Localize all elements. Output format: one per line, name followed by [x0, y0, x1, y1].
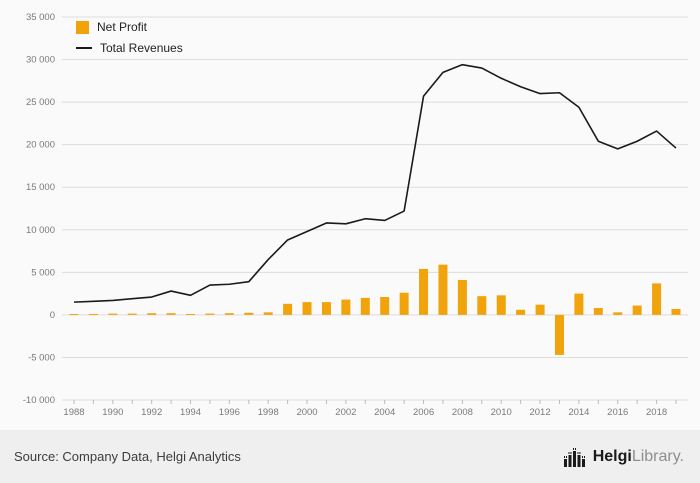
chart-area: 35 000 30 000 25 000 20 000 15 000 10 000 5 00… [22, 12, 688, 418]
x-tick-label: 2010 [491, 407, 512, 418]
net-profit-bar [554, 314, 564, 355]
net-profit-bar [224, 313, 234, 315]
x-tick-label: 2004 [374, 407, 395, 418]
x-tick-label: 2006 [413, 407, 434, 418]
net-profit-bar [283, 303, 293, 315]
net-profit-bar [671, 308, 681, 315]
net-profit-bar [457, 279, 467, 315]
y-tick-label: 15 000 [26, 182, 55, 193]
net-profit-bar [205, 313, 215, 315]
x-tick-label: 2000 [296, 407, 317, 418]
y-tick-label: 35 000 [26, 12, 55, 23]
net-profit-bar [166, 313, 176, 315]
net-profit-bar [360, 297, 370, 315]
x-tick-label: 2018 [646, 407, 667, 418]
net-profit-bar [613, 312, 623, 315]
y-tick-label: 10 000 [26, 225, 55, 236]
net-profit-bar [147, 313, 157, 315]
total-revenues-line [73, 63, 677, 303]
net-profit-bar [477, 296, 487, 315]
net-profit-swatch [76, 20, 89, 34]
y-tick-label: -5 000 [28, 352, 55, 363]
logo-text-period: . [679, 447, 684, 465]
x-tick-label: 2012 [529, 407, 550, 418]
logo-text-library: Library [631, 447, 680, 465]
net-profit-bar [535, 304, 545, 315]
y-tick-label: 30 000 [26, 55, 55, 66]
logo-text-helgi: Helgi [592, 447, 632, 465]
net-profit-bar [574, 293, 584, 315]
net-profit-bar [321, 302, 331, 315]
x-tick-label: 1996 [219, 407, 240, 418]
net-profit-bar [127, 313, 137, 315]
net-profit-bar [632, 305, 642, 315]
legend-item-net-profit: Net Profit [76, 20, 183, 34]
y-tick-label: -10 000 [23, 395, 55, 406]
net-profit-bar [496, 295, 506, 315]
legend: Net Profit Total Revenues [76, 20, 183, 55]
logo-text: HelgiLibrary. [593, 448, 684, 466]
x-tick-label: 2014 [568, 407, 589, 418]
y-tick-label: 5 000 [31, 267, 55, 278]
legend-label-total-revenues: Total Revenues [100, 41, 183, 55]
source-text: Source: Company Data, Helgi Analytics [14, 449, 241, 464]
x-tick-label: 1998 [258, 407, 279, 418]
net-profit-bar [69, 314, 79, 316]
combo-chart: 35 000 30 000 25 000 20 000 15 000 10 000 5 00… [23, 12, 688, 418]
x-tick-label: 1994 [180, 407, 201, 418]
net-profit-bar [263, 312, 273, 315]
castle-bars-icon [563, 447, 585, 467]
helgi-library-logo[interactable]: HelgiLibrary. [563, 447, 684, 467]
net-profit-bar [244, 312, 254, 315]
y-tick-label: 25 000 [26, 97, 55, 108]
net-profit-bar [108, 313, 118, 315]
net-profit-bar [516, 309, 526, 315]
x-tick-label: 2008 [452, 407, 473, 418]
net-profit-bar [380, 297, 390, 315]
x-tick-label: 2002 [335, 407, 356, 418]
legend-item-total-revenues: Total Revenues [76, 41, 183, 55]
net-profit-bar [399, 292, 409, 315]
net-profit-bar [652, 283, 662, 315]
x-tick-label: 1988 [63, 407, 84, 418]
x-tick-label: 1992 [141, 407, 162, 418]
net-profit-bar [88, 314, 98, 316]
y-tick-label: 0 [50, 310, 55, 321]
y-tick-label: 20 000 [26, 140, 55, 151]
total-revenues-swatch [76, 47, 92, 49]
net-profit-bar [593, 308, 603, 315]
footer: Source: Company Data, Helgi Analytics [0, 430, 700, 483]
net-profit-bar [438, 264, 448, 315]
net-profit-bar [186, 314, 196, 316]
legend-label-net-profit: Net Profit [97, 20, 148, 34]
net-profit-bar [341, 299, 351, 315]
x-tick-label: 2016 [607, 407, 628, 418]
net-profit-bar [302, 302, 312, 315]
net-profit-bar [419, 268, 429, 315]
x-tick-label: 1990 [102, 407, 123, 418]
